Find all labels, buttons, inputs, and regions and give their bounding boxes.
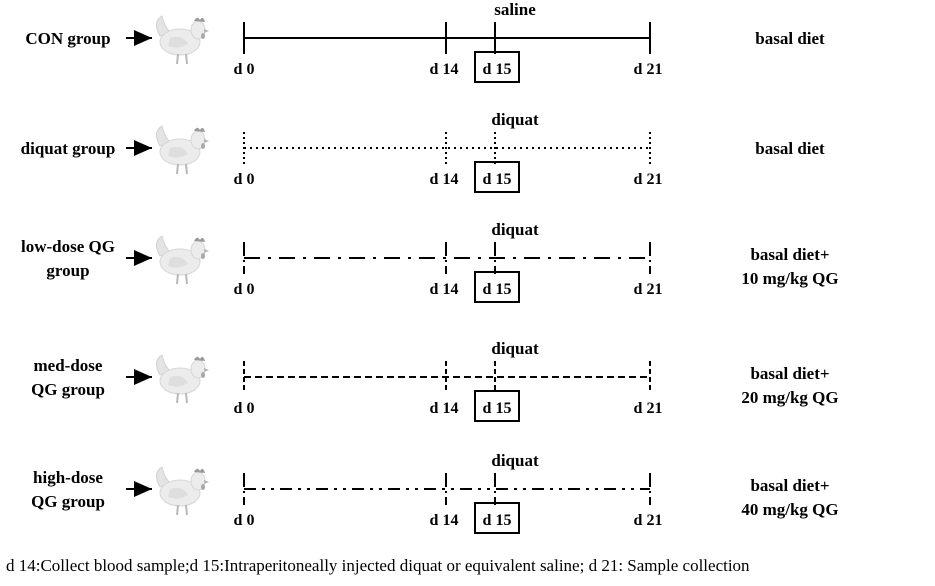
highlight-box [474,271,520,303]
day-label: d 21 [634,512,663,529]
day-label: d 21 [634,281,663,298]
day-label: d 14 [430,171,459,188]
treatment-label: diquat [491,220,539,239]
group-row: low-dose QG group diquat d 0 d 14 d 21 d 15 bas… [21,220,839,303]
group-row: CON group saline d 0 d 14 d 21 d 15 basal diet [25,0,825,83]
diet-label: 20 mg/kg QG [741,388,838,407]
group-name: med-dose [34,356,103,375]
diet-label: 10 mg/kg QG [741,269,838,288]
day-label: d 0 [234,61,255,78]
treatment-label: saline [494,0,536,19]
day-label: d 14 [430,400,459,417]
group-row: med-dose QG group diquat d 0 d 14 d 21 d 15 bas… [31,339,839,422]
group-name: low-dose QG [21,237,115,256]
day-label: d 15 [483,171,512,188]
group-name: group [46,261,89,280]
day-label: d 14 [430,281,459,298]
day-label: d 14 [430,61,459,78]
diet-label: basal diet [755,29,825,48]
day-label: d 21 [634,171,663,188]
day-label: d 0 [234,512,255,529]
chicken-icon [155,466,210,516]
treatment-label: diquat [491,110,539,129]
chicken-icon [155,15,210,65]
day-label: d 0 [234,171,255,188]
day-label: d 21 [634,61,663,78]
highlight-box [474,51,520,83]
treatment-label: diquat [491,339,539,358]
chicken-icon [155,125,210,175]
treatment-label: diquat [491,451,539,470]
day-label: d 0 [234,400,255,417]
chicken-icon [155,354,210,404]
group-name: CON group [25,29,110,48]
day-label: d 14 [430,512,459,529]
highlight-box [474,502,520,534]
footer-note: d 14:Collect blood sample;d 15:Intraperi… [6,556,750,575]
highlight-box [474,161,520,193]
day-label: d 15 [483,61,512,78]
day-label: d 0 [234,281,255,298]
group-name: QG group [31,492,105,511]
highlight-box [474,390,520,422]
group-name: high-dose [33,468,103,487]
chicken-icon [155,235,210,285]
day-label: d 15 [483,281,512,298]
group-name: QG group [31,380,105,399]
group-name: diquat group [21,139,116,158]
group-row: diquat group diquat d 0 d 14 d 21 d 15 basal d… [21,110,825,193]
diet-label: 40 mg/kg QG [741,500,838,519]
diet-label: basal diet [755,139,825,158]
day-label: d 15 [483,512,512,529]
group-row: high-dose QG group diquat d 0 d 14 d 21 d 15 ba… [31,451,839,534]
day-label: d 15 [483,400,512,417]
diet-label: basal diet+ [750,476,829,495]
diet-label: basal diet+ [750,364,829,383]
diet-label: basal diet+ [750,245,829,264]
day-label: d 21 [634,400,663,417]
